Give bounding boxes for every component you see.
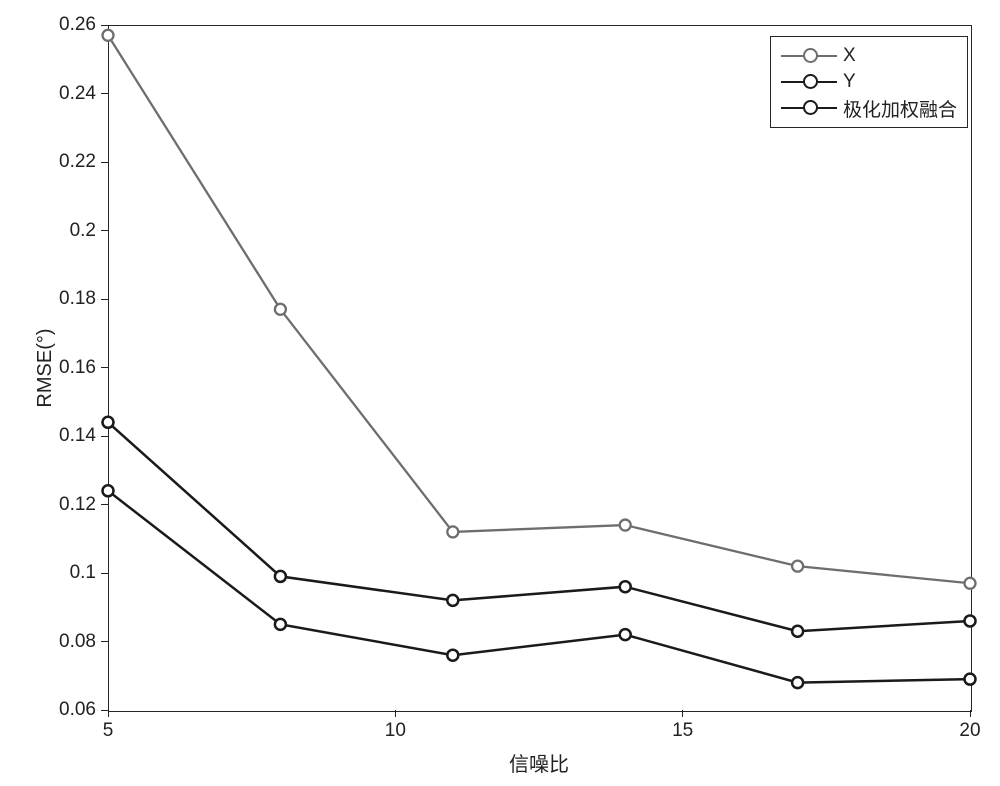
y-tick-label: 0.22	[59, 151, 96, 173]
marker-Y	[447, 595, 458, 606]
legend-line-X	[781, 55, 837, 57]
x-tick-label: 20	[958, 720, 982, 742]
marker-fusion	[620, 629, 631, 640]
legend-line-fusion	[781, 107, 837, 110]
y-tick-label: 0.26	[59, 14, 96, 36]
marker-X	[965, 578, 976, 589]
chart-container: RMSE(°) 信噪比 XY极化加权融合 5 10 15 20 0.06 0.08 0.1 0…	[0, 0, 1000, 786]
y-tick	[101, 299, 108, 300]
y-tick-label: 0.24	[59, 83, 96, 105]
y-tick-label: 0.16	[59, 357, 96, 379]
y-tick	[101, 367, 108, 368]
y-tick-label: 0.06	[59, 699, 96, 721]
y-tick	[101, 436, 108, 437]
marker-fusion	[792, 677, 803, 688]
marker-X	[275, 304, 286, 315]
marker-X	[103, 30, 114, 41]
marker-X	[792, 561, 803, 572]
x-tick-label: 15	[671, 720, 695, 742]
y-tick-label: 0.1	[70, 562, 96, 584]
x-tick-label: 10	[383, 720, 407, 742]
y-tick-label: 0.14	[59, 425, 96, 447]
marker-Y	[275, 571, 286, 582]
y-tick-label: 0.18	[59, 288, 96, 310]
y-tick-label: 0.08	[59, 631, 96, 653]
marker-Y	[620, 581, 631, 592]
legend-marker-X	[803, 48, 818, 63]
marker-Y	[965, 615, 976, 626]
y-tick	[101, 504, 108, 505]
legend-marker-Y	[803, 74, 818, 89]
legend-marker-fusion	[803, 100, 818, 115]
legend: XY极化加权融合	[770, 36, 968, 128]
x-tick-label: 5	[96, 720, 120, 742]
marker-Y	[103, 417, 114, 428]
y-tick	[101, 230, 108, 231]
marker-fusion	[103, 485, 114, 496]
series-line-fusion	[108, 491, 970, 683]
y-tick	[101, 25, 108, 26]
legend-row-fusion: 极化加权融合	[781, 95, 957, 121]
marker-fusion	[447, 650, 458, 661]
y-tick-label: 0.2	[70, 220, 96, 242]
marker-fusion	[275, 619, 286, 630]
y-axis-label: RMSE(°)	[34, 328, 57, 408]
x-axis-label: 信噪比	[499, 748, 579, 777]
y-tick	[101, 93, 108, 94]
x-tick	[970, 710, 971, 717]
y-tick	[101, 162, 108, 163]
marker-fusion	[965, 674, 976, 685]
y-tick	[101, 573, 108, 574]
legend-label-X: X	[843, 45, 856, 67]
marker-Y	[792, 626, 803, 637]
series-line-Y	[108, 422, 970, 631]
x-tick	[108, 710, 109, 717]
y-tick	[101, 641, 108, 642]
x-tick	[682, 710, 683, 717]
marker-X	[447, 526, 458, 537]
legend-row-Y: Y	[781, 69, 957, 95]
legend-row-X: X	[781, 43, 957, 69]
legend-label-fusion: 极化加权融合	[843, 95, 957, 122]
legend-line-Y	[781, 81, 837, 84]
marker-X	[620, 520, 631, 531]
y-tick	[101, 710, 108, 711]
y-tick-label: 0.12	[59, 494, 96, 516]
legend-label-Y: Y	[843, 71, 856, 93]
x-tick	[395, 710, 396, 717]
